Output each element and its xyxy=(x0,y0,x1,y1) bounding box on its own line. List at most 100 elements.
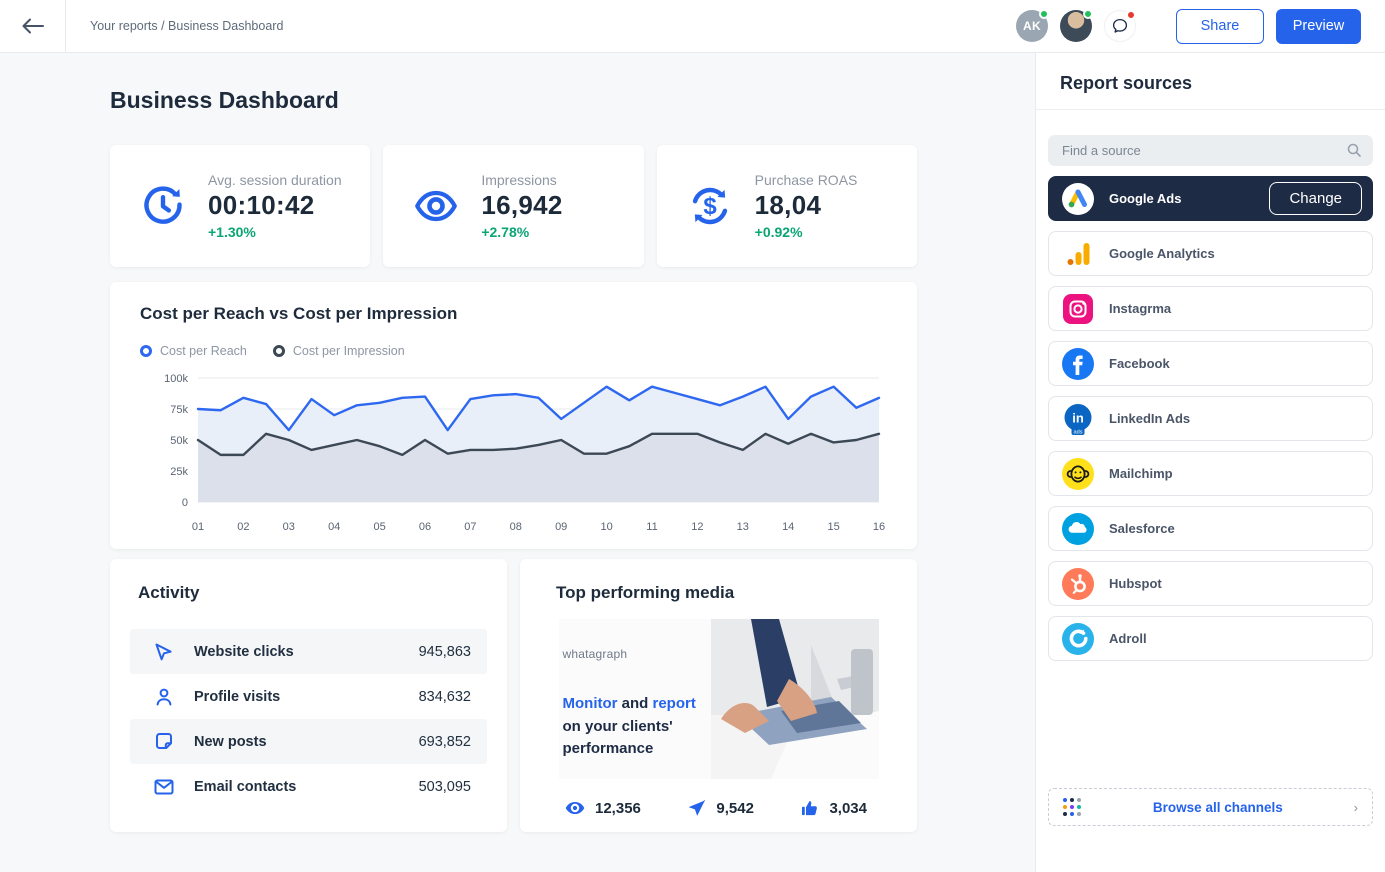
stat-shares: 9,542 xyxy=(686,797,754,819)
legend-ring-icon xyxy=(140,345,152,357)
source-item-instagram[interactable]: Instagrma xyxy=(1048,286,1373,331)
kpi-value: 00:10:42 xyxy=(208,190,315,220)
x-axis-tick: 02 xyxy=(237,521,249,533)
legend-item-cost-per-reach[interactable]: Cost per Reach xyxy=(140,344,247,358)
svg-text:ads: ads xyxy=(1073,429,1082,435)
legend-item-cost-per-impression[interactable]: Cost per Impression xyxy=(272,344,405,358)
source-name: LinkedIn Ads xyxy=(1109,411,1191,426)
activity-row-profile-visits: Profile visits 834,632 xyxy=(130,674,487,719)
chevron-right-icon: › xyxy=(1353,799,1358,815)
x-axis-tick: 07 xyxy=(464,521,476,533)
topbar: Your reports / Business Dashboard AK Sha… xyxy=(0,0,1385,53)
svg-text:$: $ xyxy=(703,193,716,220)
comments-button[interactable] xyxy=(1104,10,1136,42)
linkedin-ads-icon: in ads xyxy=(1062,403,1094,435)
page-title: Business Dashboard xyxy=(110,87,339,113)
cursor-icon xyxy=(152,640,176,664)
stat-value: 12,356 xyxy=(595,799,641,817)
activity-value: 503,095 xyxy=(418,778,471,795)
adroll-icon xyxy=(1062,622,1094,655)
sources-body: Google Ads Change Google Analytics Insta… xyxy=(1036,110,1385,872)
source-search xyxy=(1048,135,1373,166)
source-search-input[interactable] xyxy=(1048,135,1373,166)
x-axis-tick: 14 xyxy=(782,521,794,533)
stat-value: 9,542 xyxy=(716,799,754,817)
kpi-delta: +1.30% xyxy=(208,224,256,240)
y-axis-tick: 0 xyxy=(182,497,188,509)
legend-label: Cost per Reach xyxy=(160,344,247,358)
salesforce-icon xyxy=(1062,512,1094,545)
media-stats-row: 12,356 9,542 3,034 xyxy=(548,797,889,819)
kpi-card-session-duration[interactable]: Avg. session duration 00:10:42 +1.30% xyxy=(110,145,371,267)
x-axis-tick: 03 xyxy=(283,521,295,533)
x-axis-tick: 05 xyxy=(373,521,385,533)
y-axis-tick: 75k xyxy=(170,404,188,416)
source-name: Facebook xyxy=(1109,356,1170,371)
activity-value: 834,632 xyxy=(418,688,471,705)
sources-title: Report sources xyxy=(1060,73,1193,93)
stat-value: 3,034 xyxy=(829,799,867,817)
ad-headline-word: and xyxy=(617,695,653,712)
topbar-actions: AK Share Preview xyxy=(1016,8,1385,44)
source-item-adroll[interactable]: Adroll xyxy=(1048,616,1373,661)
hubspot-icon xyxy=(1062,567,1094,600)
x-axis-tick: 06 xyxy=(419,521,431,533)
activity-value: 945,863 xyxy=(418,643,471,660)
ad-headline-word: Monitor xyxy=(562,695,618,712)
stat-views: 12,356 xyxy=(564,797,641,819)
source-item-salesforce[interactable]: Salesforce xyxy=(1048,506,1373,551)
kpi-label: Avg. session duration xyxy=(208,172,342,188)
sources-header: Report sources xyxy=(1036,53,1385,110)
chart-line-0 xyxy=(196,385,881,432)
source-item-google-analytics[interactable]: Google Analytics xyxy=(1048,231,1373,276)
source-name: Adroll xyxy=(1109,631,1147,646)
source-item-google-ads[interactable]: Google Ads Change xyxy=(1048,176,1373,221)
browse-all-channels-button[interactable]: Browse all channels › xyxy=(1048,788,1373,826)
clock-history-icon xyxy=(140,183,186,229)
x-axis-tick: 01 xyxy=(192,521,204,533)
google-ads-icon xyxy=(1062,182,1094,215)
thumbs-up-icon xyxy=(802,800,818,815)
activity-label: New posts xyxy=(194,733,267,750)
ad-headline-word: report xyxy=(652,695,696,712)
activity-widget[interactable]: Activity Website clicks 945,863 Profile xyxy=(110,559,507,832)
source-name: Salesforce xyxy=(1109,521,1175,536)
top-media-widget[interactable]: Top performing media whatagraph Monitor … xyxy=(520,559,917,832)
line-chart-svg: 100k 75k 50k 25k 0 01 02 03 04 05 06 07 08 09 10 11 12 13… xyxy=(164,373,885,533)
chat-bubble-icon xyxy=(1112,18,1128,33)
source-name: Hubspot xyxy=(1109,576,1162,591)
kpi-row: Avg. session duration 00:10:42 +1.30% Im… xyxy=(110,145,917,267)
line-chart: 100k 75k 50k 25k 0 01 02 03 04 05 06 07 08 09 10 11 12 13… xyxy=(140,368,887,543)
line-chart-widget[interactable]: Cost per Reach vs Cost per Impression Co… xyxy=(110,282,917,549)
chart-title: Cost per Reach vs Cost per Impression xyxy=(140,304,458,323)
source-item-facebook[interactable]: Facebook xyxy=(1048,341,1373,386)
chart-area-1 xyxy=(198,433,879,502)
source-item-hubspot[interactable]: Hubspot xyxy=(1048,561,1373,606)
source-item-mailchimp[interactable]: Mailchimp xyxy=(1048,451,1373,496)
avatar-ak[interactable]: AK xyxy=(1016,9,1049,42)
facebook-icon xyxy=(1062,347,1094,380)
kpi-card-impressions[interactable]: Impressions 16,942 +2.78% xyxy=(383,145,644,267)
bottom-widgets-row: Activity Website clicks 945,863 Profile xyxy=(110,559,917,832)
ad-creative: whatagraph Monitor and report on your cl… xyxy=(558,619,879,779)
ad-headline-line: on your clients' xyxy=(562,717,673,735)
kpi-value: 18,04 xyxy=(754,190,822,220)
legend-ring-icon xyxy=(272,345,285,357)
stat-likes: 3,034 xyxy=(799,797,867,819)
avatar-photo[interactable] xyxy=(1060,9,1093,42)
change-source-button[interactable]: Change xyxy=(1269,182,1362,215)
source-name: Google Ads xyxy=(1109,191,1182,206)
chart-legend: Cost per Reach Cost per Impression xyxy=(140,344,887,358)
ad-headline-line: performance xyxy=(562,740,654,757)
search-icon xyxy=(1346,142,1362,163)
report-sources-panel: Report sources Google Ads Change xyxy=(1035,53,1385,872)
share-button[interactable]: Share xyxy=(1176,8,1264,44)
activity-title: Activity xyxy=(138,583,200,602)
preview-button[interactable]: Preview xyxy=(1276,8,1361,44)
y-axis-tick: 25k xyxy=(170,466,188,478)
source-item-linkedin-ads[interactable]: in ads LinkedIn Ads xyxy=(1048,396,1373,441)
back-button[interactable] xyxy=(0,0,66,53)
kpi-label: Purchase ROAS xyxy=(754,172,858,188)
kpi-card-purchase-roas[interactable]: $ Purchase ROAS 18,04 +0.92% xyxy=(656,145,917,267)
breadcrumb[interactable]: Your reports / Business Dashboard xyxy=(90,19,284,33)
